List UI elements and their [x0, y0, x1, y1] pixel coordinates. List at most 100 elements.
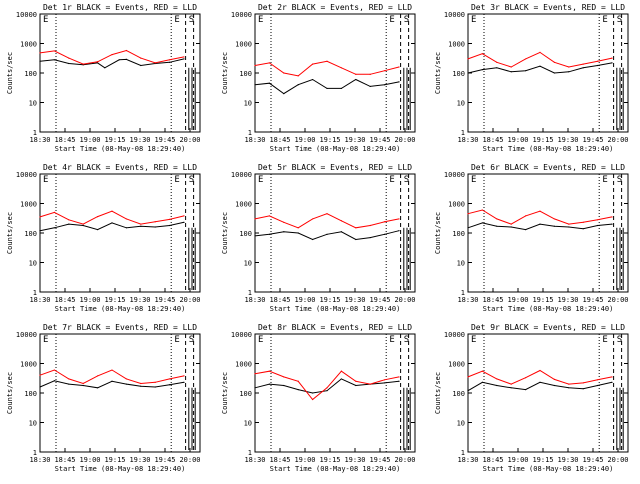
- data-point-events: [312, 238, 314, 241]
- data-point-events: [355, 238, 357, 241]
- data-point-events: [118, 59, 120, 61]
- data-point-events: [539, 381, 541, 383]
- data-point-lld: [568, 383, 570, 385]
- y-tick-label: 10000: [16, 11, 37, 19]
- data-point-lld: [140, 223, 142, 225]
- series-events-line: [467, 381, 613, 392]
- x-tick-label: 19:15: [104, 456, 125, 464]
- x-tick-label: 18:30: [244, 136, 265, 144]
- y-tick-label: 10000: [444, 331, 465, 339]
- data-point-lld: [582, 63, 584, 65]
- data-point-events: [467, 227, 469, 229]
- x-tick-label: 19:15: [532, 456, 553, 464]
- data-point-lld: [283, 376, 285, 378]
- data-point-events: [39, 230, 41, 232]
- data-point-events: [355, 384, 357, 387]
- y-tick-label: 10: [457, 420, 465, 428]
- x-tick-label: 19:00: [79, 136, 100, 144]
- data-point-events: [111, 222, 113, 224]
- data-point-events: [384, 382, 386, 384]
- data-point-events: [496, 384, 498, 387]
- data-point-lld: [82, 63, 84, 65]
- data-point-events: [326, 87, 328, 90]
- data-point-events: [297, 389, 299, 391]
- y-tick-label: 100: [24, 70, 37, 78]
- flag-e-left: E: [471, 175, 476, 185]
- data-point-events: [254, 387, 256, 389]
- data-point-events: [467, 390, 469, 392]
- data-point-lld: [312, 218, 314, 220]
- data-point-lld: [553, 378, 556, 380]
- x-tick-label: 19:30: [557, 296, 578, 304]
- x-tick-label: 18:45: [482, 136, 503, 144]
- data-point-events: [568, 71, 570, 73]
- data-point-lld: [254, 218, 256, 220]
- flag-e-left: E: [258, 335, 263, 345]
- data-point-lld: [384, 70, 386, 72]
- x-tick-label: 18:30: [457, 136, 478, 144]
- data-point-events: [582, 67, 584, 69]
- panel-title: Det 9r BLACK = Events, RED = LLD: [471, 323, 625, 332]
- data-point-events: [97, 229, 99, 231]
- data-point-lld: [481, 53, 483, 55]
- data-point-lld: [297, 227, 299, 229]
- x-tick-label: 19:45: [154, 296, 175, 304]
- data-point-events: [283, 384, 285, 387]
- flag-s: S: [404, 335, 409, 345]
- data-point-lld: [510, 223, 512, 225]
- x-tick-label: 19:45: [369, 456, 390, 464]
- y-tick-label: 10000: [444, 171, 465, 179]
- data-point-events: [525, 389, 527, 391]
- x-tick-label: 19:00: [79, 456, 100, 464]
- data-point-lld: [254, 64, 256, 67]
- x-axis-label: Start Time (08-May-08 18:29:40): [55, 305, 186, 313]
- y-tick-label: 10: [244, 100, 252, 108]
- x-tick-label: 19:15: [104, 136, 125, 144]
- y-tick-label: 1000: [20, 201, 37, 209]
- y-tick-label: 10: [244, 420, 252, 428]
- data-point-events: [154, 226, 156, 228]
- x-tick-label: 19:30: [129, 136, 150, 144]
- data-point-events: [39, 386, 41, 388]
- data-point-events: [369, 85, 371, 88]
- x-tick-label: 19:15: [532, 296, 553, 304]
- flag-e-left: E: [471, 15, 476, 25]
- data-point-events: [384, 233, 386, 235]
- flag-e-right: E: [602, 335, 607, 345]
- x-axis-label: Start Time (08-May-08 18:29:40): [270, 145, 401, 153]
- data-point-events: [169, 224, 171, 227]
- data-point-events: [97, 62, 99, 64]
- plot-frame: [39, 13, 201, 133]
- det-panel-8: Det 8r BLACK = Events, RED = LLD 1 10 100 10…: [221, 323, 416, 473]
- data-point-events: [611, 223, 613, 225]
- data-point-events: [340, 231, 342, 233]
- flag-s: S: [617, 15, 622, 25]
- x-tick-label: 19:45: [369, 136, 390, 144]
- det-panel-4: Det 4r BLACK = Events, RED = LLD 1 10 100 10…: [6, 163, 201, 313]
- data-point-events: [111, 380, 113, 382]
- y-axis-label: Counts/sec: [221, 212, 229, 254]
- data-point-lld: [268, 215, 270, 217]
- x-axis-label: Start Time (08-May-08 18:29:40): [270, 465, 401, 473]
- data-point-lld: [53, 211, 56, 213]
- y-tick-label: 10: [29, 100, 37, 108]
- data-point-lld: [268, 370, 270, 372]
- data-point-lld: [525, 215, 527, 217]
- plot-frame: [467, 333, 629, 453]
- data-point-events: [597, 224, 599, 227]
- x-tick-label: 19:15: [319, 296, 340, 304]
- data-point-lld: [125, 378, 127, 380]
- y-tick-label: 10: [457, 260, 465, 268]
- data-point-events: [268, 82, 270, 84]
- data-point-lld: [369, 224, 371, 227]
- data-point-lld: [597, 219, 599, 221]
- x-axis-label: Start Time (08-May-08 18:29:40): [483, 305, 614, 313]
- x-tick-label: 19:30: [344, 456, 365, 464]
- data-point-lld: [312, 398, 314, 401]
- data-point-lld: [183, 56, 185, 58]
- x-tick-label: 18:30: [457, 456, 478, 464]
- flag-s: S: [617, 335, 622, 345]
- data-point-lld: [467, 376, 469, 378]
- data-point-events: [355, 78, 357, 81]
